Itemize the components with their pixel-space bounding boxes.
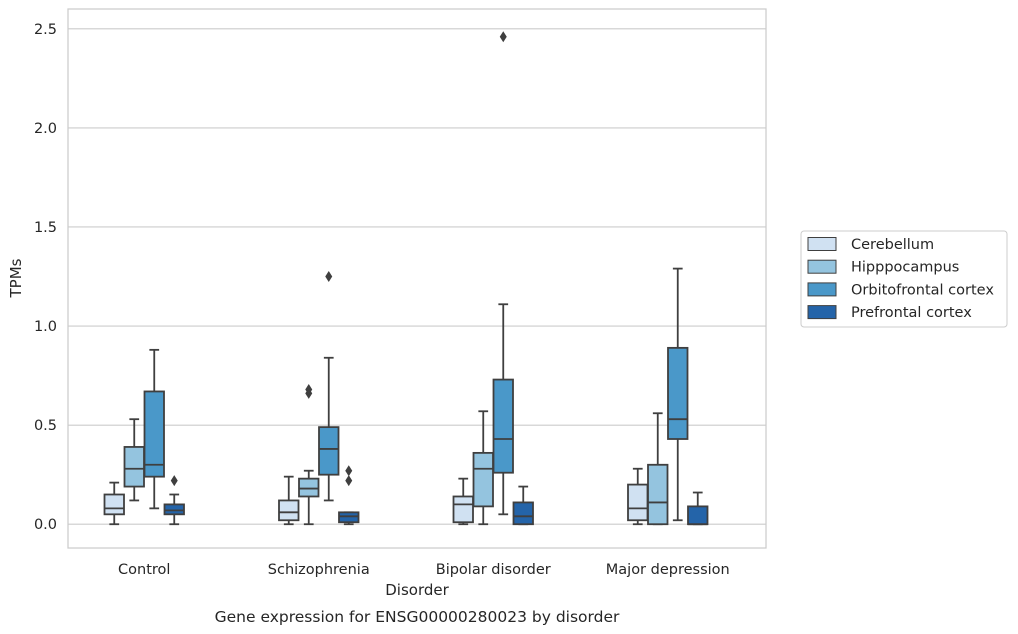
x-tick-label: Control — [118, 562, 170, 578]
legend-swatch — [807, 259, 837, 274]
legend-swatch — [807, 282, 837, 297]
box — [667, 346, 689, 440]
box — [318, 426, 340, 476]
outlier-point — [325, 271, 333, 283]
legend-frame — [800, 230, 1008, 328]
box — [452, 495, 474, 524]
series-cerebellum — [103, 467, 649, 526]
box — [123, 446, 145, 488]
grid-lines — [68, 28, 766, 525]
box — [163, 503, 185, 516]
legend-swatch — [807, 237, 837, 251]
box — [298, 477, 320, 498]
box — [687, 505, 709, 526]
outlier-point — [499, 31, 507, 43]
y-tick-label: 0.5 — [34, 418, 57, 434]
x-tick-label: Major depression — [606, 562, 730, 578]
box — [472, 451, 494, 508]
box — [278, 499, 300, 522]
box — [143, 390, 165, 478]
y-tick-label: 1.0 — [34, 319, 57, 335]
plot-area-frame — [67, 8, 767, 549]
outlier-point — [170, 475, 178, 487]
y-tick-label: 2.5 — [34, 22, 57, 38]
box — [627, 483, 649, 522]
box — [492, 378, 514, 474]
legend-label: Prefrontal cortex — [851, 305, 972, 321]
outlier-point — [305, 383, 313, 395]
legend-swatch — [807, 305, 837, 320]
legend: Cerebellum Hipppocampus Orbitofrontal cort… — [800, 230, 1008, 328]
box — [103, 493, 125, 516]
legend-label: Orbitofrontal cortex — [851, 282, 994, 298]
y-tick-labels: 0.0 0.5 1.0 1.5 2.0 2.5 — [34, 22, 57, 533]
box — [512, 501, 534, 526]
outlier-point — [345, 475, 353, 487]
series-hipppocampus — [123, 383, 669, 526]
x-tick-label: Bipolar disorder — [436, 562, 551, 578]
box — [647, 463, 669, 526]
x-tick-labels: Control Schizophrenia Bipolar disorder Majo… — [118, 562, 730, 578]
y-tick-label: 0.0 — [34, 517, 57, 533]
y-tick-label: 1.5 — [34, 220, 57, 236]
legend-label: Hipppocampus — [851, 260, 959, 276]
x-axis-label: Disorder — [385, 581, 449, 599]
y-tick-label: 2.0 — [34, 121, 57, 137]
y-axis-label: TPMs — [7, 258, 25, 298]
outlier-point — [345, 465, 353, 477]
box — [338, 511, 360, 524]
series-orbitofrontal-cortex — [143, 31, 689, 522]
chart-caption: Gene expression for ENSG00000280023 by d… — [215, 608, 620, 626]
legend-label: Cerebellum — [851, 237, 934, 253]
series-prefrontal-cortex — [163, 465, 709, 526]
x-tick-label: Schizophrenia — [268, 562, 370, 578]
box-series — [103, 31, 709, 526]
